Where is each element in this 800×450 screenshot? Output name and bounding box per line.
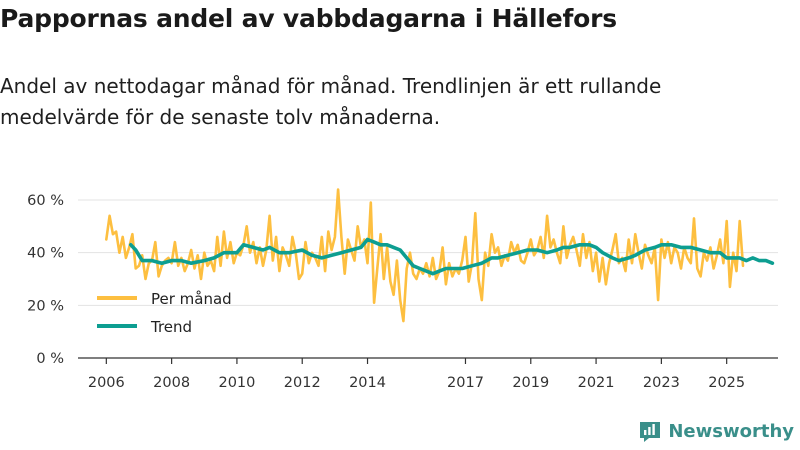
x-tick-label: 2023 <box>643 375 680 391</box>
legend-label-per-manad: Per månad <box>151 290 232 308</box>
y-tick-label: 20 % <box>27 298 64 314</box>
page-title: Pappornas andel av vabbdagarna i Hällefo… <box>0 4 617 33</box>
series-line-trend <box>129 237 775 276</box>
y-tick-label: 40 % <box>27 246 64 262</box>
x-tick-label: 2017 <box>447 375 484 391</box>
series-line-per-manad <box>105 188 745 323</box>
x-tick-label: 2019 <box>512 375 549 391</box>
x-tick-label: 2025 <box>708 375 745 391</box>
brand-name: Newsworthy <box>668 420 794 442</box>
x-tick-label: 2008 <box>153 375 190 391</box>
newsworthy-logo-icon <box>640 422 661 442</box>
page-subtitle: Andel av nettodagar månad för månad. Tre… <box>0 74 662 129</box>
x-tick-label: 2021 <box>578 375 615 391</box>
x-tick-label: 2010 <box>218 375 255 391</box>
legend-label-trend: Trend <box>150 318 192 336</box>
y-tick-label: 0 % <box>36 351 64 367</box>
legend: Per månad Trend <box>97 290 232 336</box>
x-tick-label: 2014 <box>349 375 386 391</box>
x-tick-labels: 2006 2008 2010 2012 2014 2017 2019 2021 2023 2025 <box>88 375 745 391</box>
y-tick-label: 60 % <box>27 193 64 209</box>
x-axis <box>78 357 778 364</box>
newsworthy-brand[interactable]: Newsworthy <box>638 416 794 446</box>
series-lines <box>105 188 775 323</box>
x-tick-label: 2012 <box>284 375 321 391</box>
y-tick-labels: 0 % 20 % 40 % 60 % <box>27 193 64 367</box>
x-tick-label: 2006 <box>88 375 125 391</box>
